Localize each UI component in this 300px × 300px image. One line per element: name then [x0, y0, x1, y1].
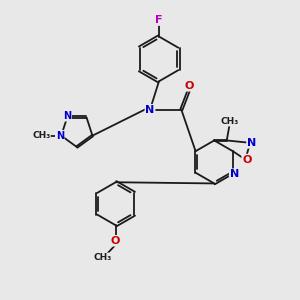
- Text: CH₃: CH₃: [220, 116, 238, 125]
- Text: N: N: [63, 111, 71, 121]
- Text: O: O: [184, 81, 194, 91]
- Text: N: N: [230, 169, 239, 179]
- Text: O: O: [111, 236, 120, 246]
- Text: CH₃: CH₃: [32, 131, 50, 140]
- Text: CH₃: CH₃: [94, 253, 112, 262]
- Text: O: O: [242, 154, 251, 165]
- Text: N: N: [56, 131, 64, 141]
- Text: N: N: [247, 138, 256, 148]
- Text: N: N: [146, 105, 154, 115]
- Text: F: F: [155, 15, 163, 25]
